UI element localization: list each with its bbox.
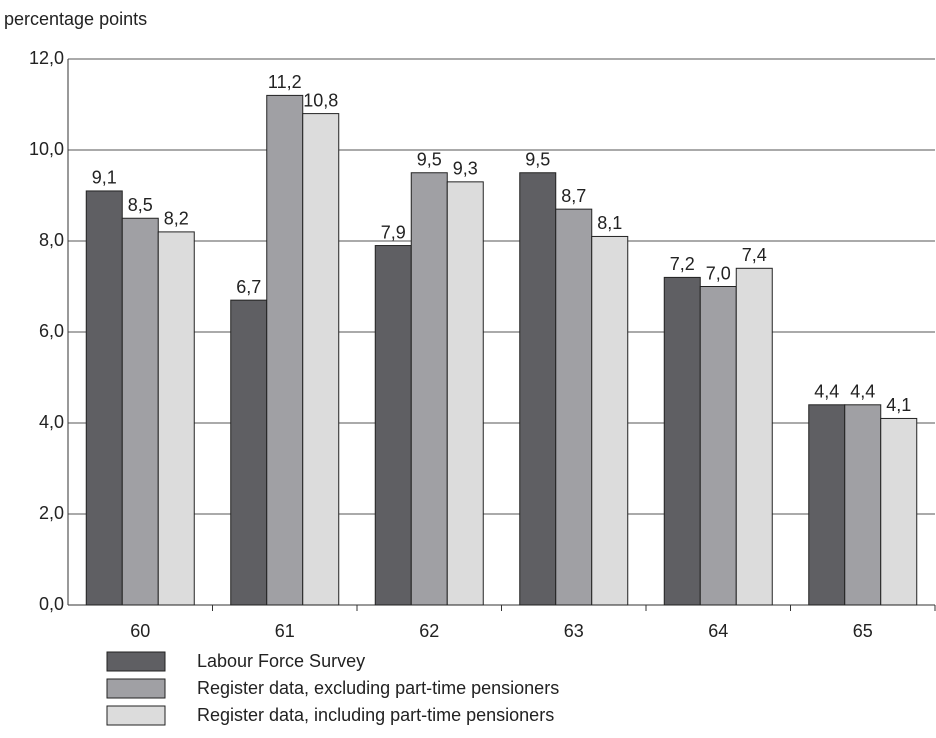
legend-swatch [106,651,166,672]
y-tick-label: 4,0 [39,412,64,432]
value-label: 9,5 [417,150,442,170]
value-label: 8,2 [164,209,189,229]
bar [844,404,882,606]
value-label: 6,7 [236,277,261,297]
x-tick-label: 60 [130,621,150,641]
bar [880,417,918,606]
x-tick-label: 63 [564,621,584,641]
value-label: 4,4 [850,382,875,402]
y-axis-label: percentage points [4,9,147,29]
bar [735,267,773,606]
value-label: 11,2 [268,72,302,92]
value-label: 8,5 [128,195,153,215]
bar [519,172,557,606]
value-label: 7,0 [706,263,731,283]
value-label: 9,3 [453,159,478,179]
legend-label: Register data, excluding part-time pensi… [197,678,559,698]
bar [591,235,629,606]
x-tick-label: 65 [853,621,873,641]
bar [446,181,484,606]
bar [85,190,123,606]
value-label: 7,4 [742,245,767,265]
value-label: 7,2 [670,254,695,274]
bar [230,299,268,606]
y-tick-label: 8,0 [39,230,64,250]
value-label: 7,9 [381,222,406,242]
bar [410,172,448,606]
y-tick-label: 2,0 [39,503,64,523]
bar [699,286,737,606]
bar [555,208,593,606]
value-label: 9,5 [525,150,550,170]
bar [302,113,340,606]
legend-label: Register data, including part-time pensi… [197,705,554,725]
value-label: 10,8 [303,90,338,110]
value-label: 8,7 [561,186,586,206]
bar [808,404,846,606]
y-tick-label: 12,0 [29,48,64,68]
x-tick-label: 61 [275,621,295,641]
bar [121,217,159,606]
bar [663,276,701,606]
bar [374,245,412,606]
x-tick-label: 62 [419,621,439,641]
y-tick-label: 6,0 [39,321,64,341]
legend-swatch [106,705,166,726]
value-label: 4,1 [886,395,911,415]
value-label: 4,4 [814,382,839,402]
y-tick-label: 0,0 [39,594,64,614]
x-tick-label: 64 [708,621,728,641]
bar [157,231,195,606]
bar [266,94,304,606]
value-label: 8,1 [597,213,622,233]
value-label: 9,1 [92,168,117,188]
legend-label: Labour Force Survey [197,651,365,671]
legend-swatch [106,678,166,699]
y-tick-label: 10,0 [29,139,64,159]
